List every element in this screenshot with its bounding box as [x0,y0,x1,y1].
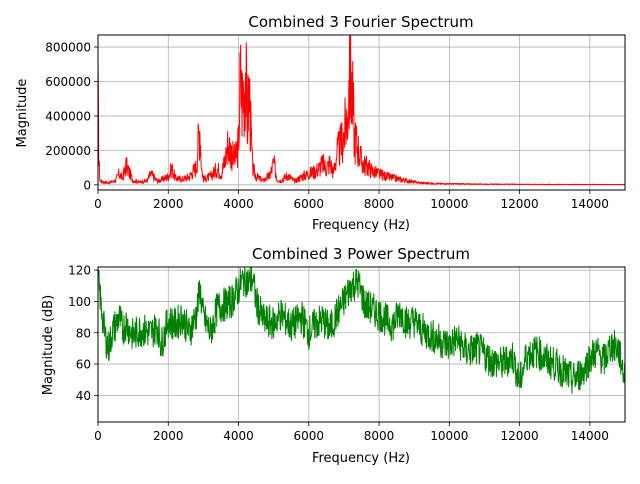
fourier-y-axis-label: Magnitude [15,79,30,148]
power-chart-title: Combined 3 Power Spectrum [252,245,470,263]
power-y-tick-label: 100 [68,295,91,309]
fourier-x-ticks: 0 2000 4000 6000 8000 10000 12000 14000 [94,190,609,211]
power-series-line [97,266,626,394]
power-x-tick-label: 2000 [153,429,184,443]
fourier-x-tick-label: 14000 [571,197,609,211]
power-data [97,266,626,394]
fourier-series-line [97,34,626,186]
power-y-ticks: 40 60 80 100 120 [68,264,98,403]
power-x-tick-label: 10000 [430,429,468,443]
fourier-x-tick-label: 0 [94,197,102,211]
power-y-tick-label: 40 [76,389,91,403]
power-x-tick-label: 8000 [364,429,395,443]
power-x-axis-label: Frequency (Hz) [312,451,410,466]
fourier-x-tick-label: 10000 [430,197,468,211]
power-x-tick-label: 4000 [223,429,254,443]
power-y-tick-label: 60 [76,358,91,372]
fourier-x-tick-label: 2000 [153,197,184,211]
fourier-chart: Combined 3 Fourier Spectrum 0 2000 4000 600… [15,13,626,233]
fourier-y-tick-label: 0 [83,178,91,192]
fourier-x-axis-label: Frequency (Hz) [312,218,410,233]
fourier-data [97,34,626,186]
power-x-tick-label: 12000 [501,429,539,443]
fourier-x-tick-label: 6000 [294,197,325,211]
fourier-chart-title: Combined 3 Fourier Spectrum [248,13,473,31]
fourier-y-tick-label: 200000 [45,144,91,158]
fourier-y-tick-label: 600000 [45,75,91,89]
fourier-plot-frame [97,34,626,191]
fourier-y-ticks: 0 200000 400000 600000 800000 [45,41,98,192]
fourier-plot-area [98,35,625,190]
power-x-tick-label: 0 [94,429,102,443]
fourier-y-tick-label: 400000 [45,109,91,123]
power-y-tick-label: 80 [76,326,91,340]
power-y-tick-label: 120 [68,264,91,278]
power-y-axis-label: Magnitude (dB) [41,295,56,395]
fourier-x-tick-label: 8000 [364,197,395,211]
power-plot-frame [97,266,626,423]
fourier-y-tick-label: 800000 [45,41,91,55]
power-x-ticks: 0 2000 4000 6000 8000 10000 12000 14000 [94,422,609,443]
fourier-x-tick-label: 12000 [501,197,539,211]
fourier-x-tick-label: 4000 [223,197,254,211]
power-x-tick-label: 6000 [294,429,325,443]
power-chart: Combined 3 Power Spectrum 0 2000 4000 6000 8… [41,245,626,466]
power-x-tick-label: 14000 [571,429,609,443]
